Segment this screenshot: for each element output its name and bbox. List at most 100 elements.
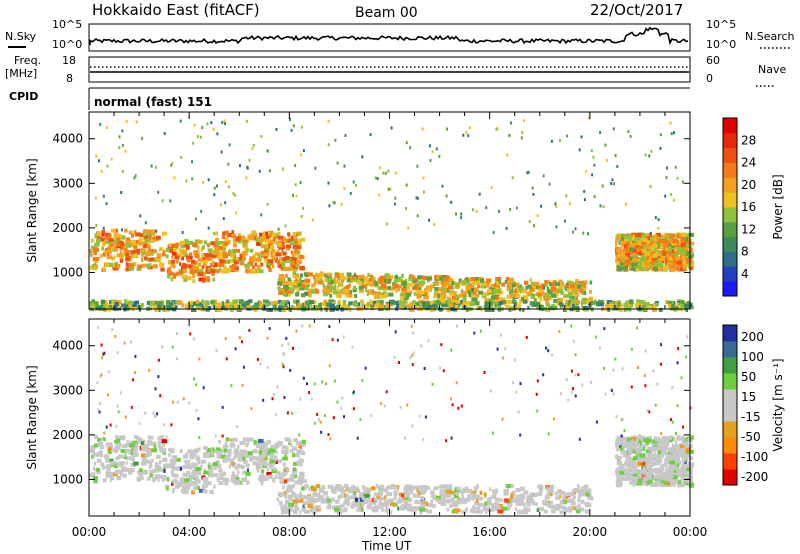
power-cell (291, 254, 295, 259)
power-cell (206, 122, 209, 126)
power-cell (547, 289, 550, 294)
power-cell (241, 235, 246, 240)
vel-cell (233, 474, 239, 479)
vel-cell (245, 443, 249, 448)
power-cell (249, 305, 253, 310)
vel-cell (166, 486, 169, 491)
power-cell (405, 141, 408, 145)
power-cell (498, 209, 501, 213)
vel-cell (624, 472, 630, 476)
vel-cell (121, 444, 128, 449)
power-cell (631, 236, 637, 241)
power-cell (428, 218, 431, 222)
power-cell (286, 267, 292, 272)
power-cell (249, 256, 255, 261)
vel-cell (301, 479, 307, 484)
vel-cell (558, 330, 561, 333)
vel-cell (157, 375, 160, 379)
power-cell (304, 291, 309, 296)
vel-cell (108, 458, 114, 463)
power-cell (442, 277, 449, 282)
vel-cell (685, 455, 688, 460)
vel-cell (512, 490, 516, 495)
power-cell (646, 266, 652, 271)
power-cell (264, 258, 270, 263)
vel-cell (580, 486, 585, 491)
vel-cell (126, 440, 129, 445)
vel-cell (450, 436, 453, 440)
power-cell (683, 233, 689, 238)
power-cell (634, 251, 640, 256)
vel-cell (578, 503, 581, 508)
vel-cell (245, 463, 250, 468)
vel-cell (662, 440, 668, 445)
power-cell (398, 284, 403, 289)
power-cell (157, 304, 162, 309)
power-cell (195, 299, 200, 304)
vel-cell (425, 486, 431, 491)
power-cell (180, 269, 185, 274)
vel-cell (95, 467, 100, 472)
power-cell (488, 302, 493, 307)
power-cell (163, 250, 166, 255)
power-cell (415, 283, 420, 288)
power-cell (210, 241, 216, 246)
vel-cell (647, 446, 651, 451)
power-cell (674, 247, 677, 252)
vel-cell (274, 442, 277, 447)
vel-cell (685, 445, 692, 450)
vel-cell (122, 473, 127, 478)
power-cell (165, 247, 168, 252)
power-cell (352, 288, 357, 293)
power-cell (531, 282, 534, 286)
power-cell (294, 248, 298, 253)
vel-cell (350, 504, 354, 509)
vel-cell (168, 463, 172, 468)
power-cell (506, 287, 509, 291)
power-cell (290, 128, 293, 132)
vel-cell (215, 464, 222, 469)
power-cell (121, 243, 126, 248)
power-cell (634, 303, 641, 308)
power-cell (285, 302, 288, 307)
power-cell (629, 134, 632, 138)
power-cell (416, 214, 419, 218)
power-cell (113, 239, 119, 244)
vel-cell (266, 467, 270, 472)
vel-cell (514, 358, 516, 362)
vel-cell (526, 502, 531, 507)
vel-cell (663, 472, 668, 477)
power-cell (258, 238, 264, 243)
power-cell (264, 239, 270, 244)
power-cell (583, 198, 586, 202)
power-cell (350, 301, 354, 306)
power-cell (293, 267, 298, 272)
nsky-label: N.Sky (5, 30, 37, 43)
power-cell (159, 262, 164, 267)
power-cell (567, 302, 570, 306)
vel-cell (237, 457, 243, 462)
power-cell (180, 244, 185, 249)
power-cell (525, 285, 529, 290)
vel-cell (103, 437, 107, 442)
power-cell (289, 117, 291, 121)
power-cell (582, 231, 585, 235)
power-cell (572, 304, 575, 309)
vel-cell (216, 477, 220, 482)
vel-cell (515, 488, 521, 492)
power-cell (415, 290, 422, 295)
power-cell (290, 235, 294, 240)
power-cell (346, 304, 351, 309)
power-cell (239, 261, 245, 266)
vel-cell (116, 351, 119, 355)
vel-cell (444, 492, 447, 497)
power-cell (285, 273, 288, 278)
power-cell (197, 239, 203, 244)
vel-cell (393, 491, 397, 496)
vel-cell (217, 452, 220, 457)
vel-cell (167, 477, 170, 482)
vel-cell (168, 453, 171, 458)
vel-cell (448, 484, 453, 489)
vel-cell (373, 497, 378, 502)
power-cell (268, 268, 272, 272)
